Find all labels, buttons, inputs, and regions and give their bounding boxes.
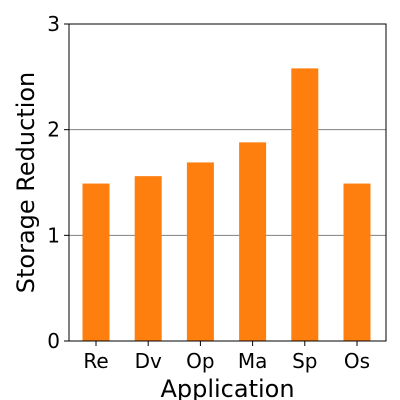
y-axis-ticks: 0 1 2 3 (47, 12, 69, 353)
bar-os (343, 183, 371, 341)
y-tick-label: 0 (47, 329, 60, 353)
x-tick-label: Re (83, 349, 108, 373)
bar-op (186, 162, 214, 341)
x-tick-label: Op (186, 349, 214, 373)
gridlines (69, 129, 386, 236)
bar-sp (291, 68, 319, 341)
x-tick-label: Ma (238, 349, 268, 373)
x-tick-label: Dv (135, 349, 162, 373)
bar-re (82, 183, 110, 341)
bars (82, 68, 371, 341)
y-tick-label: 1 (47, 223, 60, 247)
bar-ma (239, 142, 267, 341)
x-axis-ticks: Re Dv Op Ma Sp Os (83, 341, 370, 373)
y-tick-label: 3 (47, 12, 60, 36)
x-tick-label: Sp (292, 349, 317, 373)
x-tick-label: Os (344, 349, 370, 373)
plot-frame (68, 23, 387, 342)
bar-dv (134, 176, 162, 341)
x-axis-label: Application (160, 375, 294, 400)
y-tick-label: 2 (47, 118, 60, 142)
y-axis-label: Storage Reduction (12, 72, 40, 294)
